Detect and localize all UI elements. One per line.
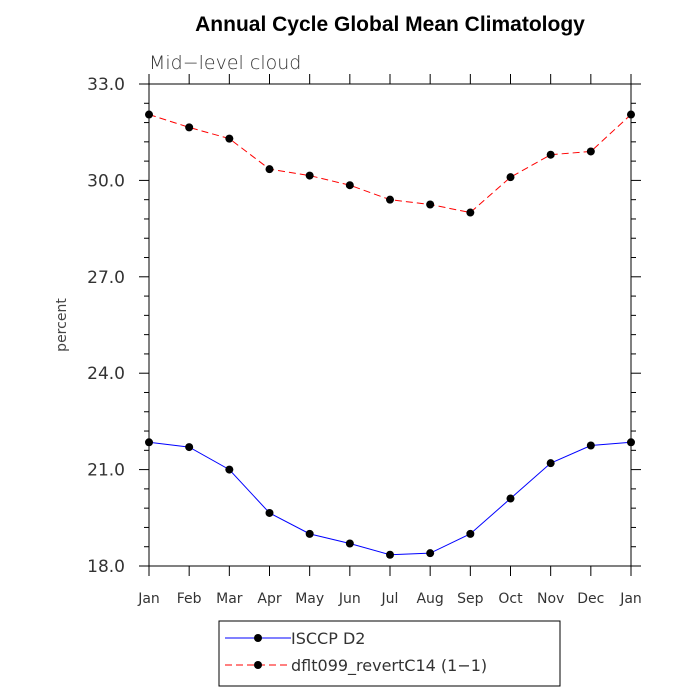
series-0-point bbox=[345, 539, 354, 548]
x-tick-label: May bbox=[295, 591, 324, 607]
y-tick-label: 18.0 bbox=[87, 557, 125, 577]
legend-box bbox=[218, 620, 561, 687]
x-tick-label: Dec bbox=[577, 591, 604, 607]
axis-ticks bbox=[139, 74, 641, 576]
series-0-point bbox=[145, 438, 153, 447]
series-1-point bbox=[426, 200, 435, 209]
y-tick-label: 21.0 bbox=[87, 461, 125, 481]
series-1-point bbox=[386, 195, 394, 204]
series-1-point bbox=[506, 173, 515, 182]
series-0-point bbox=[426, 549, 435, 558]
x-tick-label: Apr bbox=[257, 591, 281, 607]
x-tick-label: Nov bbox=[537, 591, 564, 607]
series-1-point bbox=[627, 110, 635, 119]
legend-marker-isccp bbox=[254, 634, 262, 642]
x-tick-label: Mar bbox=[216, 591, 243, 607]
x-tick-label: Sep bbox=[457, 591, 484, 607]
legend-marker-dflt099 bbox=[254, 661, 262, 669]
plot-frame bbox=[148, 83, 632, 567]
chart-subtitle: Mid−level cloud bbox=[149, 52, 301, 74]
legend: ISCCP D2 dflt099_revertC14 (1−1) bbox=[218, 620, 561, 687]
series-1-point bbox=[586, 147, 595, 156]
series-1-point bbox=[466, 208, 475, 217]
series-1-point bbox=[185, 123, 194, 132]
series-0-point bbox=[627, 438, 635, 447]
series-1-point bbox=[145, 110, 153, 119]
legend-label-isccp: ISCCP D2 bbox=[291, 629, 365, 648]
x-tick-labels: Jan Feb Mar Apr May Jun Jul Aug Sep Oct Nov Dec Jan bbox=[137, 591, 642, 607]
series-line-0 bbox=[148, 441, 632, 556]
y-tick-labels: 18.0 21.0 24.0 27.0 30.0 33.0 bbox=[87, 75, 125, 577]
series-1-point bbox=[345, 181, 354, 190]
x-tick-label: Jun bbox=[338, 591, 361, 607]
chart-title: Annual Cycle Global Mean Climatology bbox=[195, 13, 585, 36]
x-tick-label: Aug bbox=[416, 591, 443, 607]
series-1-point bbox=[225, 134, 234, 143]
y-tick-label: 27.0 bbox=[87, 268, 125, 288]
series-0-point bbox=[185, 443, 194, 452]
x-tick-label: Jan bbox=[619, 591, 642, 607]
legend-label-dflt099: dflt099_revertC14 (1−1) bbox=[291, 656, 487, 676]
x-tick-label: Jan bbox=[137, 591, 160, 607]
series-0-point bbox=[386, 550, 394, 559]
series-0-point bbox=[586, 441, 595, 450]
x-tick-label: Feb bbox=[177, 591, 202, 607]
series-1-point bbox=[305, 171, 314, 180]
series-0-point bbox=[546, 459, 555, 468]
series-1-point bbox=[265, 165, 274, 174]
series-0-point bbox=[466, 529, 475, 538]
series-0-point bbox=[265, 508, 274, 517]
y-tick-label: 24.0 bbox=[87, 364, 125, 384]
series-layer bbox=[145, 110, 635, 559]
series-0-point bbox=[506, 494, 515, 503]
y-tick-label: 30.0 bbox=[87, 171, 125, 191]
x-tick-label: Jul bbox=[381, 591, 399, 607]
series-0-point bbox=[225, 465, 234, 474]
y-tick-label: 33.0 bbox=[87, 75, 125, 95]
series-1-point bbox=[546, 150, 555, 159]
x-tick-label: Oct bbox=[498, 591, 523, 607]
y-axis-label: percent bbox=[54, 298, 70, 352]
series-0-point bbox=[305, 529, 314, 538]
